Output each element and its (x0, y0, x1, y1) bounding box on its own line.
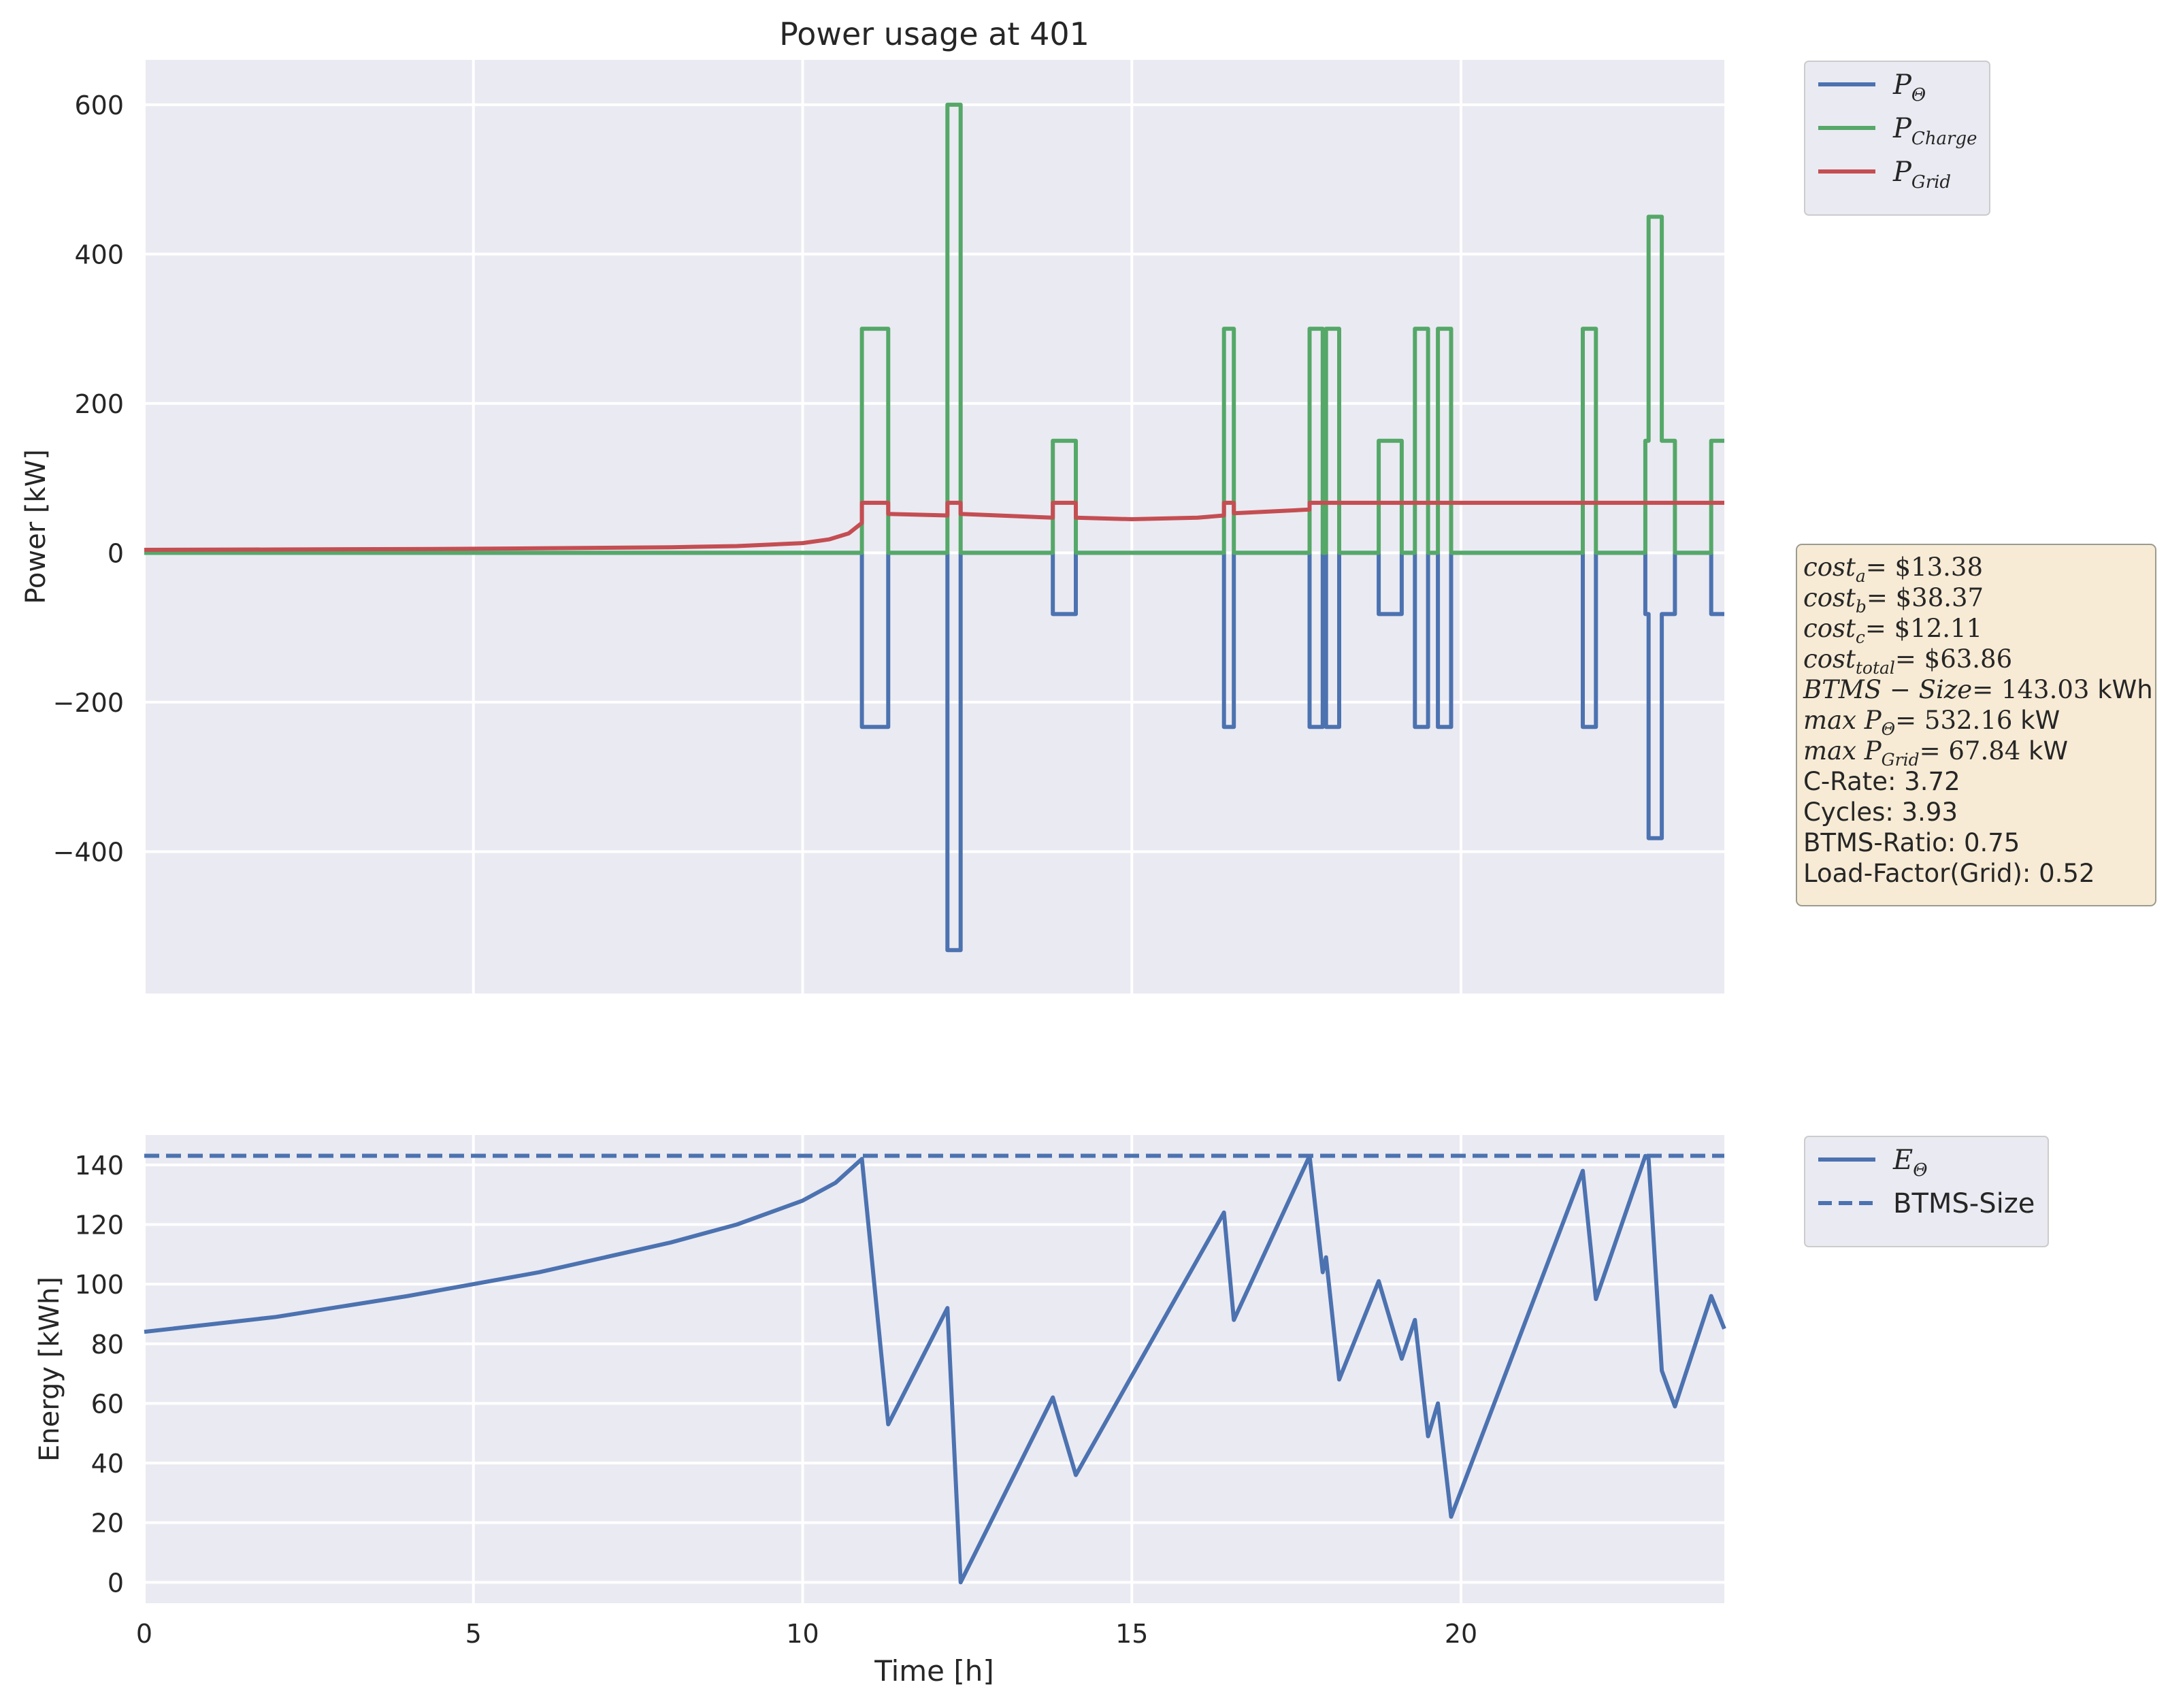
annotation-symbol: cost (1803, 553, 1856, 582)
energy-series (144, 1153, 1726, 1585)
legend-subscript: Grid (1911, 172, 1951, 193)
energy-y-tick-label: 0 (108, 1568, 124, 1598)
annotation-line: costa= $13.38 (1803, 553, 1983, 586)
annotation-subscript: c (1856, 627, 1865, 647)
energy-x-tick-label: 15 (1115, 1619, 1148, 1649)
annotation-line: Load-Factor(Grid): 0.52 (1803, 859, 2095, 888)
annotation-symbol: cost (1803, 583, 1856, 612)
annotation-value: = $12.11 (1865, 614, 1982, 643)
energy-x-tick-label: 10 (786, 1619, 819, 1649)
power-y-tick-label: 0 (108, 538, 124, 568)
energy-plot-area (144, 1135, 1724, 1603)
legend-symbol: E (1892, 1145, 1913, 1176)
power-legend-frame (1804, 61, 1990, 216)
legend-symbol: P (1892, 69, 1912, 101)
annotation-value: = 143.03 (1972, 675, 2089, 704)
energy-y-axis-label: Energy [kWh] (34, 1277, 65, 1462)
energy-x-tick-label: 0 (136, 1619, 152, 1649)
energy-x-tick-labels: 0 5 10 15 20 (136, 1619, 1477, 1649)
energy-chart: 140 120 100 80 60 40 20 0 0 5 10 15 20 Time [h] Ene… (34, 1135, 2049, 1688)
annotation-unit: kW (2012, 706, 2060, 735)
power-legend-label: PΘ (1892, 69, 1926, 105)
energy-y-tick-label: 20 (91, 1509, 124, 1539)
annotation-line: BTMS-Ratio: 0.75 (1803, 828, 2020, 857)
power-y-tick-label: −400 (53, 837, 124, 867)
legend-symbol: P (1892, 113, 1912, 144)
energy-y-tick-label: 40 (91, 1449, 124, 1479)
power-plot-area (144, 60, 1724, 993)
annotation-unit: kW (2020, 736, 2068, 766)
power-legend-label: PGrid (1892, 157, 1951, 193)
annotation-symbol: max P (1803, 706, 1882, 735)
power-series (144, 102, 1724, 953)
annotation-line: max PΘ= 532.16 kW (1803, 706, 2060, 739)
annotation-subscript: a (1856, 566, 1866, 586)
energy-legend: EΘ BTMS-Size (1804, 1136, 2049, 1247)
annotation-line: BTMS − Size= 143.03 kWh (1803, 675, 2153, 704)
power-chart-title: Power usage at 401 (779, 16, 1089, 52)
annotation-unit: kWh (2089, 675, 2152, 704)
annotation-value: = $38.37 (1867, 583, 1984, 612)
energy-y-tick-labels: 140 120 100 80 60 40 20 0 (74, 1151, 124, 1598)
annotation-subscript: b (1856, 597, 1867, 617)
energy-y-tick-label: 120 (74, 1210, 124, 1240)
power-series-line (144, 102, 1724, 555)
energy-y-tick-label: 140 (74, 1151, 124, 1181)
annotation-symbol: cost (1803, 644, 1856, 674)
energy-legend-frame (1804, 1136, 2049, 1247)
annotation-line: costc= $12.11 (1803, 614, 1982, 647)
energy-y-tick-label: 60 (91, 1389, 124, 1419)
power-y-tick-label: −200 (53, 688, 124, 718)
energy-y-tick-label: 80 (91, 1330, 124, 1360)
power-series-line (144, 500, 1724, 552)
annotation-value: = 67.84 (1920, 736, 2021, 766)
annotation-subscript: Grid (1882, 750, 1920, 770)
annotation-symbol: max P (1803, 736, 1882, 766)
power-y-tick-label: 400 (74, 240, 124, 269)
annotation-line: costtotal= $63.86 (1803, 644, 2012, 678)
legend-symbol: P (1892, 157, 1912, 188)
annotation-subscript: Θ (1882, 719, 1896, 739)
power-legend-label: PCharge (1892, 113, 1977, 149)
annotation-subscript: total (1856, 658, 1895, 678)
energy-y-tick-label: 100 (74, 1270, 124, 1300)
power-chart: 600 400 200 0 −200 −400 Power usage at 401 Po… (20, 16, 2156, 993)
power-y-tick-label: 600 (74, 91, 124, 120)
annotation-value: = $13.38 (1866, 553, 1983, 582)
power-y-tick-labels: 600 400 200 0 −200 −400 (53, 91, 124, 868)
annotation-line: costb= $38.37 (1803, 583, 1984, 617)
energy-legend-label: BTMS-Size (1893, 1188, 2035, 1219)
energy-x-tick-label: 20 (1445, 1619, 1477, 1649)
annotation-frame (1796, 544, 2156, 906)
energy-x-tick-label: 5 (465, 1619, 482, 1649)
energy-legend-label: EΘ (1892, 1145, 1928, 1181)
energy-series-line (144, 1153, 1726, 1585)
annotation-value: = 532.16 (1895, 706, 2012, 735)
energy-gridlines (143, 1135, 1724, 1603)
legend-subscript: Θ (1911, 85, 1926, 105)
annotation-value: = $63.86 (1895, 644, 2012, 674)
energy-x-axis-label: Time [h] (874, 1654, 994, 1688)
annotation-symbol: BTMS − Size (1803, 675, 1972, 704)
annotation-line: C-Rate: 3.72 (1803, 767, 1960, 796)
legend-subscript: Θ (1913, 1160, 1927, 1181)
annotation-line: Cycles: 3.93 (1803, 798, 1958, 827)
power-y-tick-label: 200 (74, 389, 124, 419)
power-y-axis-label: Power [kW] (20, 449, 52, 604)
annotation-line: max PGrid= 67.84 kW (1803, 736, 2068, 770)
legend-subscript: Charge (1911, 129, 1977, 149)
annotation-symbol: cost (1803, 614, 1856, 643)
